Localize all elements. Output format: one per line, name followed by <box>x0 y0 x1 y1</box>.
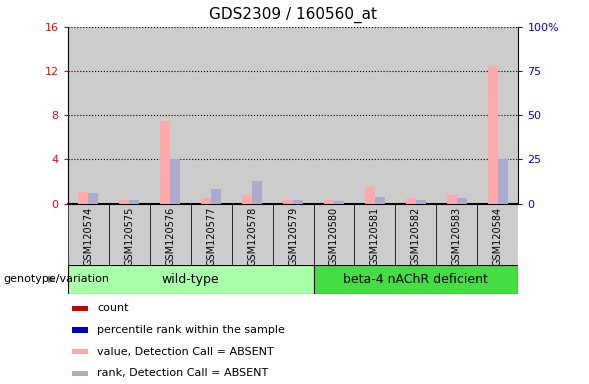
Bar <box>313 27 355 204</box>
Bar <box>72 371 88 376</box>
Text: GSM120574: GSM120574 <box>83 207 93 266</box>
Bar <box>68 27 109 204</box>
Text: GSM120581: GSM120581 <box>370 207 380 266</box>
Bar <box>72 349 88 354</box>
Text: GSM120584: GSM120584 <box>493 207 503 266</box>
Bar <box>88 193 98 204</box>
Bar <box>273 27 313 204</box>
Text: count: count <box>97 303 128 313</box>
Bar <box>477 204 518 265</box>
Text: GSM120583: GSM120583 <box>452 207 462 266</box>
Bar <box>211 189 221 204</box>
Text: GSM120579: GSM120579 <box>288 207 298 266</box>
Bar <box>273 204 313 265</box>
Bar <box>355 27 395 204</box>
Bar <box>375 197 385 204</box>
Bar <box>109 204 150 265</box>
Bar <box>68 265 313 294</box>
Text: GSM120578: GSM120578 <box>247 207 257 266</box>
Bar <box>231 204 273 265</box>
Bar <box>395 27 436 204</box>
Text: GSM120575: GSM120575 <box>124 207 134 266</box>
Text: GSM120577: GSM120577 <box>206 207 216 266</box>
Bar <box>191 27 231 204</box>
Bar <box>201 198 211 204</box>
Bar <box>477 27 518 204</box>
Bar <box>313 204 355 265</box>
Text: wild-type: wild-type <box>162 273 220 286</box>
Title: GDS2309 / 160560_at: GDS2309 / 160560_at <box>209 7 377 23</box>
Bar <box>150 27 191 204</box>
Text: percentile rank within the sample: percentile rank within the sample <box>97 325 285 335</box>
Bar <box>119 200 129 204</box>
Text: GSM120582: GSM120582 <box>411 207 421 266</box>
Bar <box>416 200 426 204</box>
Bar <box>406 198 416 204</box>
Bar <box>457 198 467 204</box>
Bar <box>498 159 508 204</box>
Bar <box>170 159 180 204</box>
Bar <box>436 204 477 265</box>
Bar <box>72 327 88 333</box>
Text: genotype/variation: genotype/variation <box>3 274 109 285</box>
Bar <box>283 200 293 204</box>
Text: value, Detection Call = ABSENT: value, Detection Call = ABSENT <box>97 347 274 357</box>
Bar <box>242 195 252 204</box>
Bar <box>365 187 375 204</box>
Bar <box>395 204 436 265</box>
Text: rank, Detection Call = ABSENT: rank, Detection Call = ABSENT <box>97 368 268 378</box>
Bar <box>293 200 303 204</box>
Bar <box>488 66 498 204</box>
Bar <box>72 306 88 311</box>
Bar <box>324 200 334 204</box>
Bar <box>313 265 518 294</box>
Text: beta-4 nAChR deficient: beta-4 nAChR deficient <box>343 273 488 286</box>
Text: GSM120576: GSM120576 <box>165 207 175 266</box>
Bar <box>436 27 477 204</box>
Text: GSM120580: GSM120580 <box>329 207 339 266</box>
Bar <box>191 204 231 265</box>
Bar <box>355 204 395 265</box>
Bar <box>231 27 273 204</box>
Bar <box>78 192 88 204</box>
Bar <box>129 200 140 204</box>
Bar <box>150 204 191 265</box>
Bar <box>334 201 344 204</box>
Bar <box>446 195 457 204</box>
Bar <box>109 27 150 204</box>
Bar <box>252 182 262 204</box>
Bar <box>160 121 170 204</box>
Bar <box>68 204 109 265</box>
